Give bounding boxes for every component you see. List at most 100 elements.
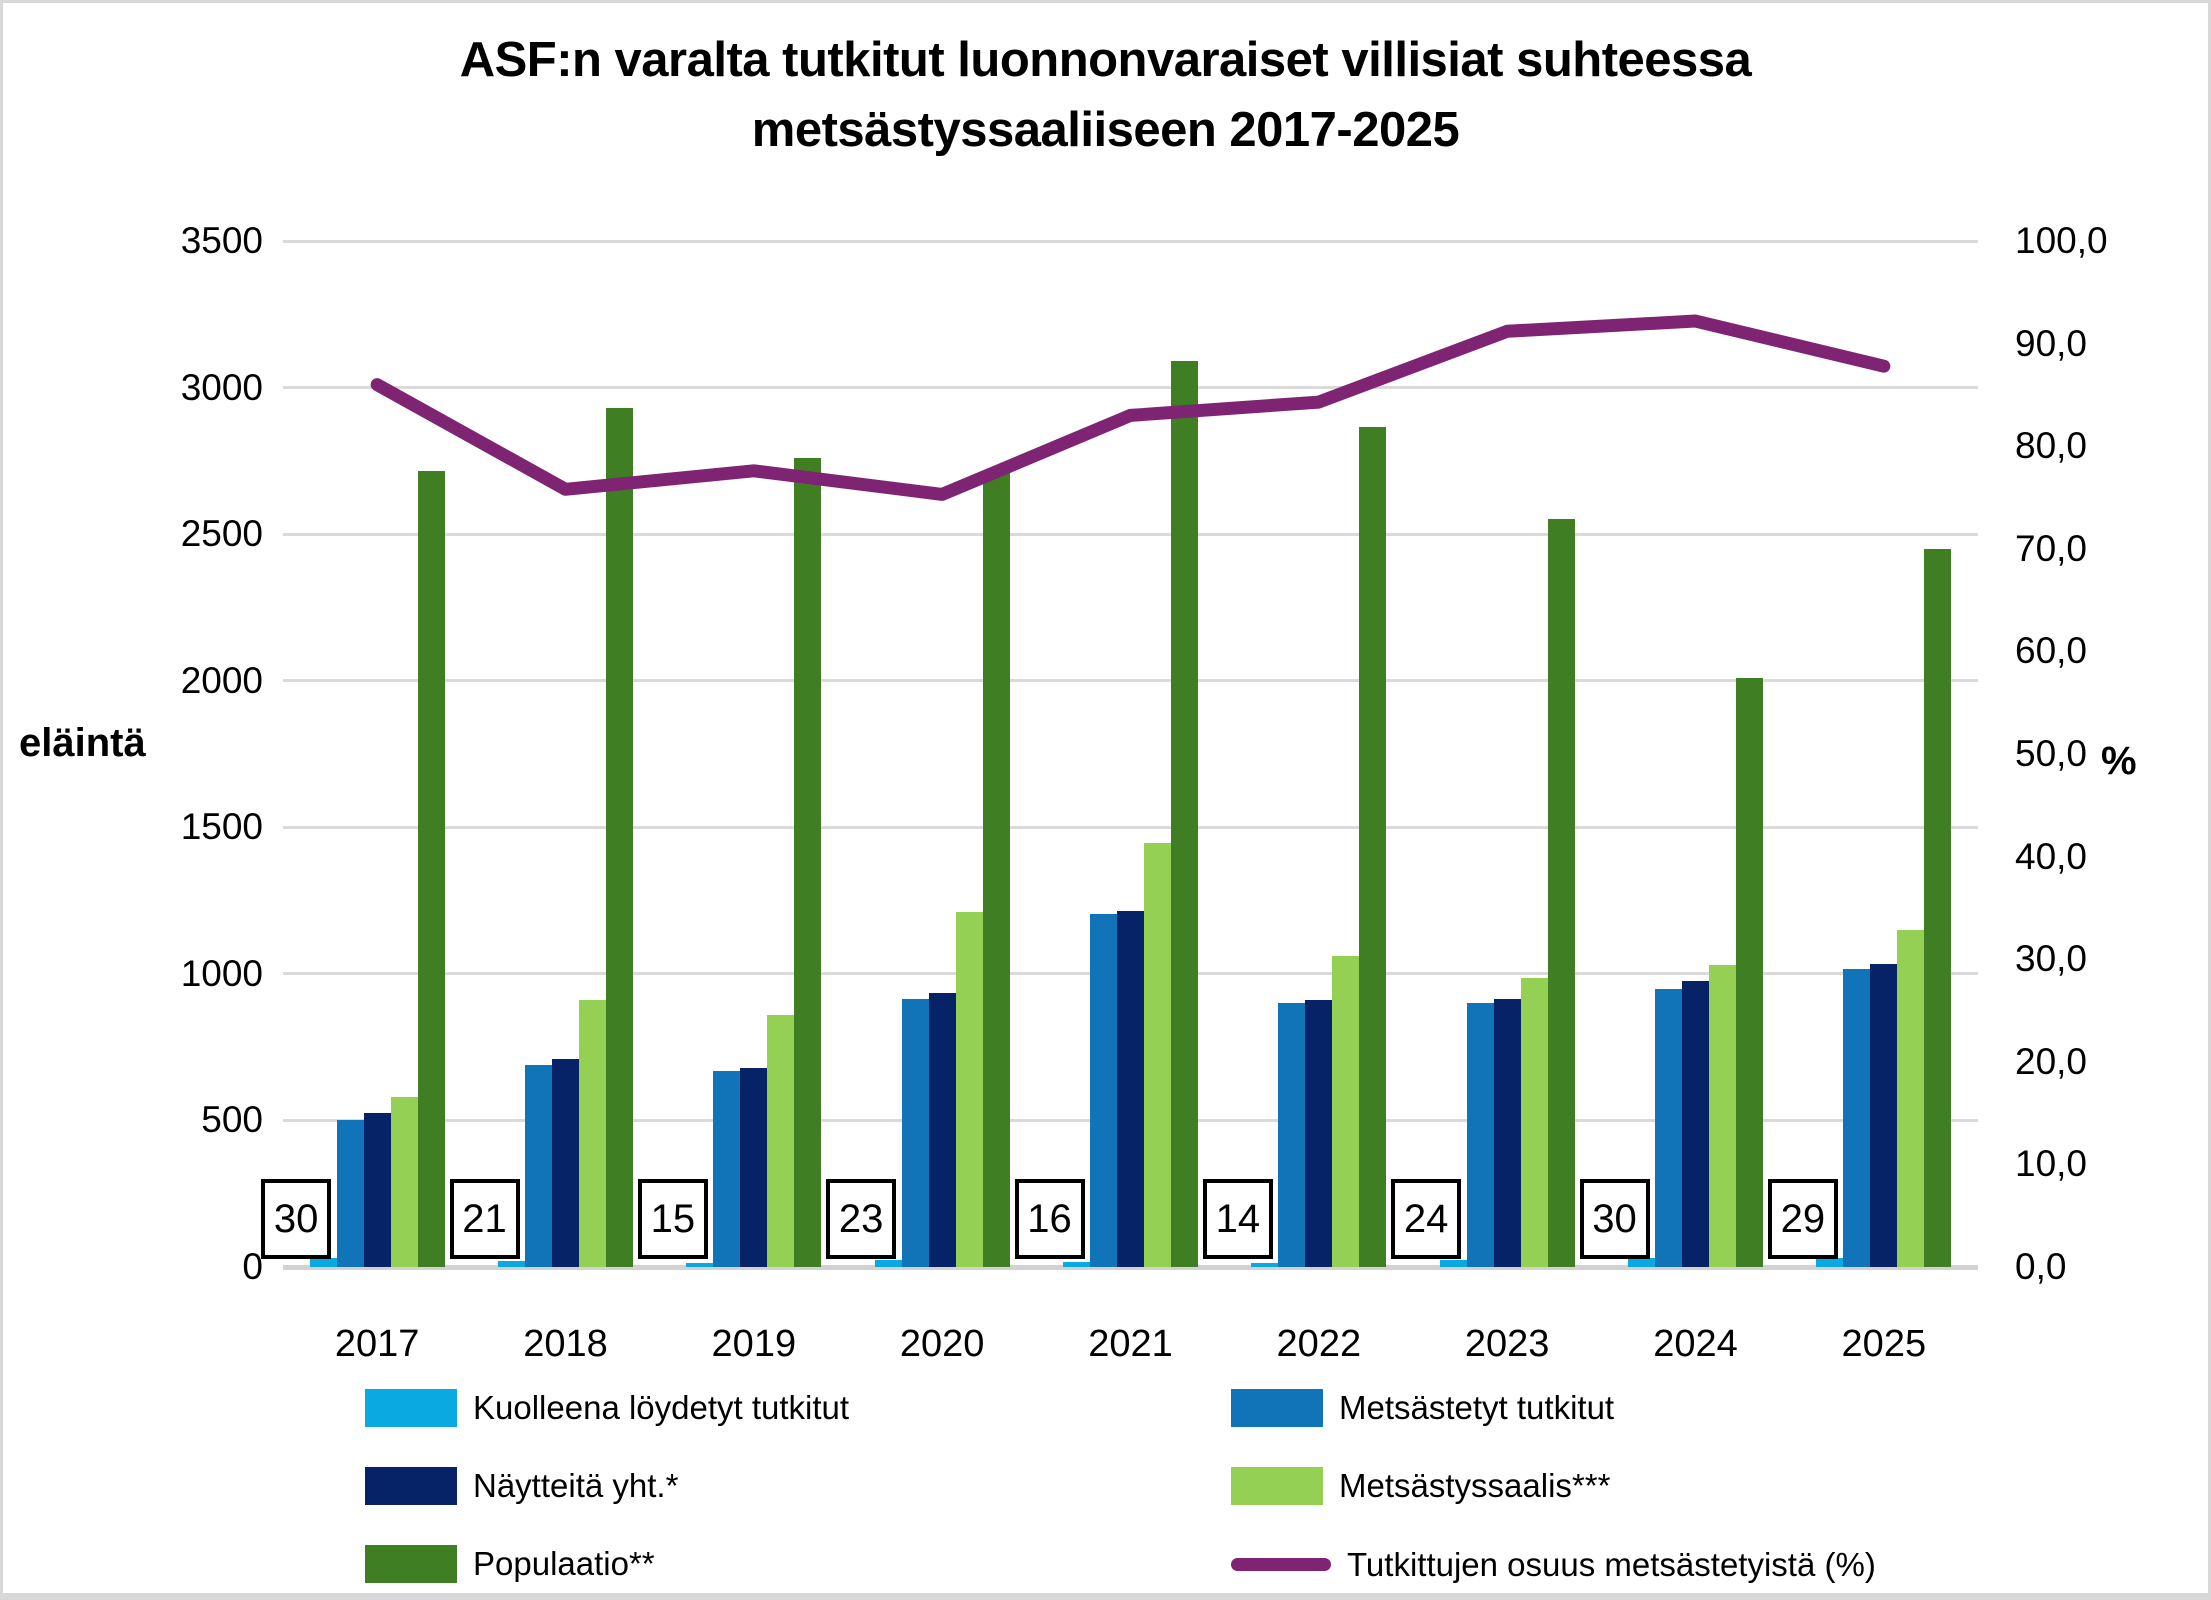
left-tick-0: 0 <box>242 1246 263 1287</box>
bar-kuolleena-l-ydetyt-tutkitut-2024 <box>1628 1258 1655 1267</box>
point-label-box-2018: 21 <box>449 1179 520 1259</box>
legend-label: Kuolleena löydetyt tutkitut <box>473 1389 850 1426</box>
x-label-2020: 2020 <box>899 1323 985 1365</box>
x-label-2021: 2021 <box>1088 1323 1173 1365</box>
right-tick-70,0: 70,0 <box>2015 527 2088 569</box>
percentage-line <box>370 314 1891 501</box>
chart-title-line2: metsästyssaaliiseen 2017-2025 <box>751 103 1460 157</box>
bar-n-ytteit-yht--2020 <box>928 992 956 1267</box>
bar-mets-stetyt-tutkitut-2017 <box>336 1120 364 1267</box>
bar-mets-styssaalis--2025 <box>1897 929 1925 1267</box>
x-label-2017: 2017 <box>334 1323 420 1365</box>
bar-mets-styssaalis--2019 <box>767 1014 795 1267</box>
bar-populaatio--2022 <box>1359 427 1387 1267</box>
bar-kuolleena-l-ydetyt-tutkitut-2022 <box>1251 1262 1279 1267</box>
legend-swatch-icon <box>1231 1389 1323 1427</box>
right-tick-60,0: 60,0 <box>2015 630 2088 672</box>
left-tick-1500: 1500 <box>180 806 263 848</box>
bar-n-ytteit-yht--2017 <box>363 1113 391 1267</box>
bar-mets-stetyt-tutkitut-2019 <box>713 1070 741 1267</box>
bar-mets-styssaalis--2024 <box>1709 965 1736 1267</box>
chart-title-line1: ASF:n varalta tutkitut luonnonvaraiset v… <box>459 33 1752 87</box>
bar-n-ytteit-yht--2019 <box>740 1067 768 1267</box>
bar-mets-styssaalis--2022 <box>1332 956 1360 1267</box>
legend-label: Metsästetyt tutkitut <box>1339 1389 1615 1426</box>
right-tick-100,0: 100,0 <box>2015 220 2108 261</box>
legend-label: Tutkittujen osuus metsästetyistä (%) <box>1347 1545 1876 1583</box>
bar-populaatio--2024 <box>1736 677 1763 1267</box>
bar-populaatio--2025 <box>1924 548 1952 1267</box>
x-label-2024: 2024 <box>1653 1323 1738 1365</box>
legend-item-n-ytteit-yht-: Näytteitä yht.* <box>365 1467 678 1505</box>
bar-kuolleena-l-ydetyt-tutkitut-2023 <box>1439 1259 1467 1267</box>
x-label-2019: 2019 <box>711 1323 797 1365</box>
point-label-box-2022: 14 <box>1202 1179 1273 1259</box>
left-tick-3500: 3500 <box>180 220 263 261</box>
chart-title: ASF:n varalta tutkitut luonnonvaraiset v… <box>3 25 2208 165</box>
bar-populaatio--2018 <box>606 408 633 1267</box>
legend-label: Populaatio** <box>473 1545 655 1582</box>
bar-mets-styssaalis--2021 <box>1144 843 1171 1267</box>
bar-mets-styssaalis--2023 <box>1520 978 1548 1267</box>
gridline-1500 <box>283 825 1978 829</box>
x-label-2018: 2018 <box>523 1323 608 1365</box>
legend-item-tutkittujen-osuus-mets-stetyist-: Tutkittujen osuus metsästetyistä (%) <box>1231 1545 1876 1584</box>
bar-populaatio--2020 <box>982 471 1010 1267</box>
bar-kuolleena-l-ydetyt-tutkitut-2019 <box>686 1262 714 1267</box>
x-label-2022: 2022 <box>1276 1323 1362 1365</box>
bar-mets-stetyt-tutkitut-2018 <box>525 1064 552 1267</box>
legend-label: Metsästyssaalis*** <box>1339 1467 1611 1504</box>
left-tick-2000: 2000 <box>180 659 263 701</box>
bar-n-ytteit-yht--2018 <box>552 1058 579 1267</box>
right-tick-0,0: 0,0 <box>2015 1246 2067 1287</box>
bar-n-ytteit-yht--2024 <box>1682 981 1709 1267</box>
gridline-3000 <box>283 386 1978 390</box>
bar-n-ytteit-yht--2025 <box>1870 963 1898 1267</box>
bar-mets-stetyt-tutkitut-2024 <box>1655 988 1682 1267</box>
bar-populaatio--2017 <box>417 471 445 1267</box>
x-axis-line <box>283 1265 1978 1270</box>
point-label-box-2021: 16 <box>1014 1179 1085 1259</box>
legend-item-populaatio-: Populaatio** <box>365 1545 655 1583</box>
bar-kuolleena-l-ydetyt-tutkitut-2017 <box>309 1258 337 1267</box>
point-label-box-2024: 30 <box>1579 1179 1650 1259</box>
point-label-box-2019: 15 <box>637 1179 708 1259</box>
legend-item-mets-styssaalis-: Metsästyssaalis*** <box>1231 1467 1610 1505</box>
bar-mets-stetyt-tutkitut-2025 <box>1843 969 1871 1267</box>
right-axis-title: % <box>2101 739 2137 783</box>
bar-kuolleena-l-ydetyt-tutkitut-2020 <box>874 1260 902 1267</box>
legend-swatch-icon <box>365 1545 457 1583</box>
bar-populaatio--2021 <box>1171 361 1198 1267</box>
left-tick-2500: 2500 <box>180 513 263 555</box>
right-tick-10,0: 10,0 <box>2015 1143 2088 1185</box>
gridline-2000 <box>283 679 1978 683</box>
bar-mets-stetyt-tutkitut-2021 <box>1090 913 1117 1267</box>
legend-item-mets-stetyt-tutkitut: Metsästetyt tutkitut <box>1231 1389 1614 1427</box>
bar-n-ytteit-yht--2023 <box>1493 998 1521 1267</box>
bar-mets-styssaalis--2018 <box>579 1000 606 1267</box>
legend-item-kuolleena-l-ydetyt-tutkitut: Kuolleena löydetyt tutkitut <box>365 1389 849 1427</box>
bar-kuolleena-l-ydetyt-tutkitut-2018 <box>498 1260 525 1267</box>
bar-mets-stetyt-tutkitut-2022 <box>1278 1003 1306 1267</box>
legend-swatch-icon <box>365 1389 457 1427</box>
right-tick-30,0: 30,0 <box>2015 938 2088 980</box>
left-tick-3000: 3000 <box>180 366 263 408</box>
point-label-box-2020: 23 <box>826 1179 897 1259</box>
bar-mets-stetyt-tutkitut-2023 <box>1466 1003 1494 1267</box>
gridline-2500 <box>283 532 1978 536</box>
right-tick-20,0: 20,0 <box>2015 1040 2088 1082</box>
point-label-box-2017: 30 <box>261 1179 332 1259</box>
bar-mets-styssaalis--2017 <box>390 1096 418 1267</box>
left-tick-1000: 1000 <box>180 952 263 994</box>
point-label-box-2023: 24 <box>1391 1179 1462 1259</box>
right-tick-40,0: 40,0 <box>2015 835 2088 877</box>
right-tick-50,0: 50,0 <box>2015 733 2088 774</box>
legend-line-icon <box>1231 1558 1331 1571</box>
bar-populaatio--2019 <box>794 457 822 1267</box>
bar-kuolleena-l-ydetyt-tutkitut-2021 <box>1063 1262 1090 1267</box>
bar-populaatio--2023 <box>1547 519 1575 1267</box>
right-tick-90,0: 90,0 <box>2015 322 2088 364</box>
left-axis-title: eläintä <box>19 721 146 765</box>
bar-n-ytteit-yht--2022 <box>1305 1000 1333 1267</box>
